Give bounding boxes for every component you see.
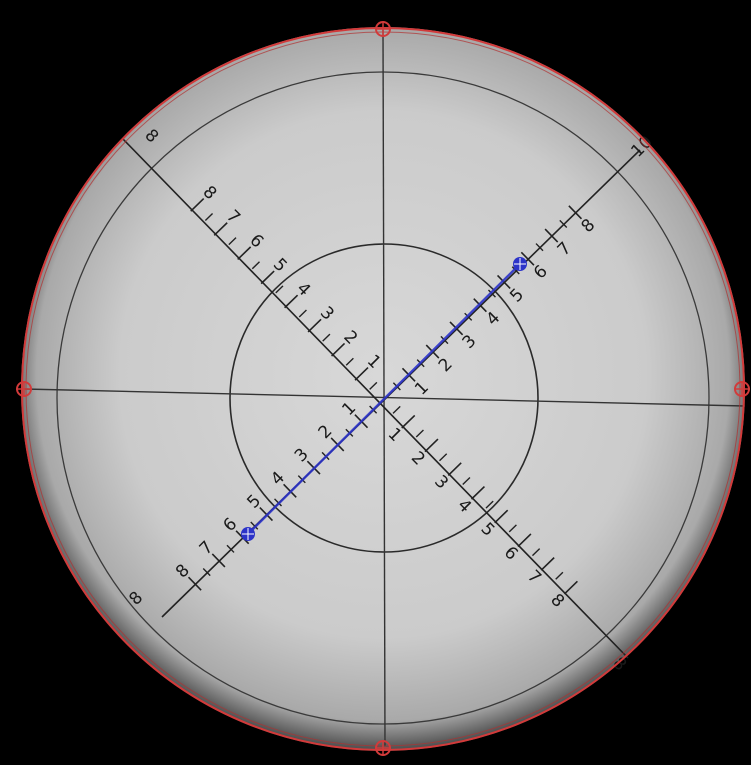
minor-tick — [392, 405, 401, 414]
major-tick — [211, 553, 226, 568]
minor-tick — [485, 500, 494, 509]
major-tick — [494, 509, 509, 524]
minor-tick — [250, 521, 259, 530]
minor-tick — [508, 524, 517, 533]
minor-tick — [415, 429, 424, 438]
major-tick — [540, 557, 555, 571]
minor-tick — [322, 333, 331, 342]
minor-tick — [345, 357, 354, 366]
major-tick — [424, 438, 439, 453]
major-tick — [187, 576, 202, 591]
minor-tick — [555, 571, 564, 580]
major-tick — [190, 198, 205, 212]
red-marker-left[interactable] — [16, 381, 32, 397]
minor-tick — [559, 219, 568, 229]
minor-tick — [462, 476, 471, 485]
minor-tick — [487, 289, 496, 298]
red-marker-top[interactable] — [375, 21, 391, 37]
minor-tick — [298, 309, 307, 318]
minor-tick — [226, 544, 235, 553]
minor-tick — [439, 453, 448, 462]
red-marker-bottom[interactable] — [375, 740, 391, 756]
reticle-disc — [21, 27, 745, 751]
minor-tick — [369, 381, 378, 390]
major-tick — [260, 270, 275, 285]
major-tick — [331, 342, 346, 357]
minor-tick — [531, 548, 541, 557]
major-tick — [496, 274, 511, 290]
minor-tick — [251, 261, 260, 270]
major-tick — [563, 580, 578, 595]
major-tick — [354, 366, 369, 381]
minor-tick — [274, 498, 283, 507]
major-tick — [237, 246, 252, 261]
minor-tick — [204, 212, 214, 221]
major-tick — [401, 414, 416, 429]
major-tick — [284, 294, 299, 309]
major-tick — [520, 251, 535, 266]
minor-tick — [511, 266, 520, 275]
blue-endpoint-lower[interactable] — [241, 527, 255, 541]
major-tick — [213, 222, 228, 236]
major-tick — [544, 228, 559, 243]
diagonal-scale-1 — [121, 137, 629, 659]
measurement-line — [247, 263, 521, 535]
major-tick — [470, 485, 485, 500]
blue-endpoint-upper[interactable] — [513, 257, 527, 271]
minor-tick — [228, 237, 237, 246]
minor-tick — [275, 285, 284, 294]
minor-tick — [535, 243, 544, 252]
major-tick — [568, 205, 583, 220]
major-tick — [307, 318, 322, 333]
major-tick — [447, 462, 462, 476]
major-tick — [517, 533, 532, 548]
major-tick — [259, 506, 274, 522]
red-marker-right[interactable] — [734, 381, 750, 397]
minor-tick — [202, 567, 211, 577]
vertical-crosshair — [382, 29, 386, 747]
